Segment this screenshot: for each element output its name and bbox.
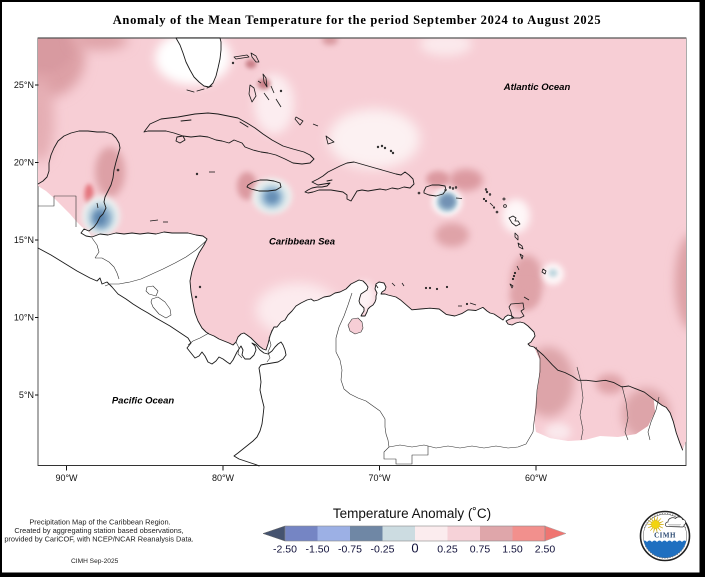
svg-text:2.50: 2.50 [535, 544, 556, 556]
svg-text:15°N: 15°N [14, 235, 34, 245]
svg-text:-0.25: -0.25 [371, 544, 395, 556]
svg-text:0.75: 0.75 [470, 544, 491, 556]
svg-text:-1.50: -1.50 [306, 544, 330, 556]
svg-text:90°W: 90°W [55, 473, 78, 483]
svg-text:-0.75: -0.75 [338, 544, 362, 556]
svg-text:-2.50: -2.50 [273, 544, 297, 556]
svg-text:CIMH: CIMH [654, 532, 676, 540]
svg-text:1.50: 1.50 [502, 544, 523, 556]
svg-text:Caribbean Sea: Caribbean Sea [269, 237, 335, 248]
svg-text:Anomaly of the Mean Temperatur: Anomaly of the Mean Temperature for the … [113, 13, 602, 27]
svg-text:0.25: 0.25 [437, 544, 458, 556]
svg-text:CIMH Sep-2025: CIMH Sep-2025 [71, 558, 119, 565]
svg-text:0: 0 [411, 541, 418, 556]
svg-text:20°N: 20°N [14, 158, 34, 168]
svg-text:5°N: 5°N [19, 390, 34, 400]
svg-text:Atlantic Ocean: Atlantic Ocean [503, 82, 571, 93]
svg-text:25°N: 25°N [14, 80, 34, 90]
svg-text:Temperature Anomaly (˚C): Temperature Anomaly (˚C) [333, 506, 491, 521]
svg-text:70°W: 70°W [368, 473, 391, 483]
svg-text:60°W: 60°W [525, 473, 548, 483]
svg-text:10°N: 10°N [14, 313, 34, 323]
svg-text:80°W: 80°W [212, 473, 235, 483]
svg-text:Pacific Ocean: Pacific Ocean [112, 396, 175, 407]
svg-text:provided by CariCOF, with NCEP: provided by CariCOF, with NCEP/NCAR Rean… [4, 535, 193, 544]
